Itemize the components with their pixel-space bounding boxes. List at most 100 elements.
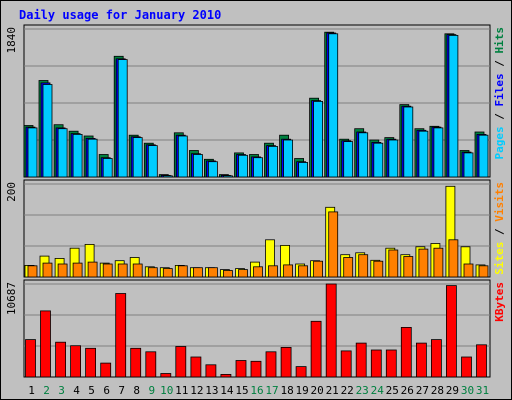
bar-kbytes-day-18: [280, 346, 292, 378]
bar-visits-day-12: [192, 267, 203, 278]
series-pages: [27, 33, 489, 178]
bar-pages-day-27: [418, 130, 429, 178]
x-tick-label: 27: [416, 384, 429, 397]
bar-kbytes-day-30: [461, 356, 472, 378]
x-tick-label: 31: [476, 384, 489, 397]
bar-kbytes-day-31: [476, 344, 487, 378]
x-tick-label: 15: [235, 384, 248, 397]
legend-entry: /: [493, 222, 506, 242]
bar-pages-day-30: [463, 152, 474, 178]
bar-visits-day-11: [177, 265, 188, 278]
x-axis-day-labels: 1 2 3 4 5 6 7 8 9 10 11 12 13 14 15 16 17 18 19 20 21 22 23 24 2…: [28, 384, 489, 397]
series-kbytes: [25, 283, 487, 378]
x-tick-label: 24: [371, 384, 385, 397]
bar-visits-day-3: [57, 263, 68, 278]
bar-pages-day-5: [87, 138, 98, 178]
x-tick-label: 30: [461, 384, 474, 397]
bar-kbytes-day-20: [310, 320, 322, 378]
bar-pages-day-25: [388, 139, 399, 178]
chart-title: Daily usage for January 2010: [19, 8, 221, 22]
bar-pages-day-14: [222, 175, 233, 178]
x-tick-label: 9: [148, 384, 155, 397]
bar-kbytes-day-19: [295, 366, 307, 378]
bar-pages-day-1: [27, 127, 38, 178]
bar-visits-day-15: [238, 269, 248, 278]
bar-visits-day-6: [102, 263, 113, 278]
bar-kbytes-day-23: [355, 342, 367, 378]
x-tick-label: 13: [205, 384, 218, 397]
bar-kbytes-day-12: [190, 356, 202, 378]
chart-panels: 1840 Pages / Files / Hits 200 Sites / Visit…: [5, 24, 506, 378]
bar-visits-day-26: [403, 256, 414, 278]
bar-kbytes-day-26: [400, 326, 412, 378]
bar-kbytes-day-10: [160, 373, 172, 378]
x-tick-label: 17: [265, 384, 278, 397]
bar-kbytes-day-11: [175, 346, 187, 378]
bar-kbytes-day-9: [145, 351, 157, 378]
x-tick-label: 19: [295, 384, 308, 397]
bar-kbytes-day-1: [25, 339, 36, 378]
bar-visits-day-1: [27, 265, 38, 278]
bar-kbytes-day-14: [220, 373, 232, 378]
bar-kbytes-day-29: [445, 285, 457, 378]
bar-pages-day-6: [102, 158, 113, 178]
bar-kbytes-day-17: [265, 351, 277, 378]
x-tick-label: 14: [220, 384, 234, 397]
bar-visits-day-13: [207, 267, 218, 278]
bar-kbytes-day-24: [370, 349, 382, 378]
legend-entry: /: [493, 107, 506, 127]
series-visits: [27, 211, 489, 278]
bar-visits-day-5: [87, 261, 98, 278]
bar-visits-day-24: [373, 260, 384, 278]
bar-kbytes-day-2: [40, 310, 51, 378]
x-tick-label: 22: [341, 384, 354, 397]
panel-pages-files-hits: 1840 Pages / Files / Hits: [5, 24, 506, 178]
bar-kbytes-day-15: [235, 360, 247, 378]
bar-visits-day-30: [463, 263, 474, 278]
bar-kbytes-day-8: [130, 347, 142, 378]
panel-legend-label: Pages / Files / Hits: [493, 27, 506, 160]
legend-entry: Files: [493, 73, 506, 106]
bar-visits-day-28: [433, 247, 444, 278]
bar-pages-day-31: [478, 134, 489, 178]
bar-visits-day-9: [147, 267, 158, 278]
bar-pages-day-12: [192, 154, 203, 178]
bar-pages-day-29: [448, 35, 459, 178]
bar-pages-day-2: [42, 84, 53, 178]
bar-visits-day-27: [418, 248, 429, 278]
bar-pages-day-18: [283, 139, 294, 178]
legend-entry: Sites: [493, 242, 506, 275]
bar-pages-day-4: [72, 133, 83, 178]
bar-pages-day-23: [358, 132, 369, 178]
bar-visits-day-18: [283, 264, 294, 278]
bar-kbytes-day-21: [325, 283, 337, 378]
x-tick-label: 29: [446, 384, 459, 397]
x-tick-label: 4: [73, 384, 80, 397]
legend-entry: /: [493, 54, 506, 74]
legend-entry: Visits: [493, 182, 506, 222]
bar-visits-day-16: [253, 266, 263, 278]
x-tick-label: 8: [133, 384, 140, 397]
bar-kbytes-day-5: [85, 347, 96, 378]
panel-kbytes: 10687 KBytes: [5, 279, 506, 378]
bar-pages-day-22: [343, 141, 354, 178]
bar-visits-day-14: [222, 270, 233, 278]
bar-pages-day-28: [433, 127, 444, 178]
bar-kbytes-day-6: [100, 362, 112, 378]
x-tick-label: 12: [190, 384, 203, 397]
bar-kbytes-day-7: [115, 293, 127, 378]
bar-pages-day-24: [373, 142, 384, 178]
bar-pages-day-17: [268, 145, 278, 178]
bar-visits-day-23: [358, 254, 369, 278]
x-tick-label: 16: [250, 384, 263, 397]
bar-visits-day-29: [448, 239, 459, 278]
bar-visits-day-10: [162, 268, 173, 278]
bar-pages-day-16: [253, 157, 263, 178]
bar-pages-day-13: [207, 161, 218, 178]
y-axis-max-label: 10687: [5, 282, 18, 315]
bar-visits-day-20: [313, 260, 324, 278]
bar-kbytes-day-16: [250, 360, 262, 378]
x-tick-label: 26: [401, 384, 414, 397]
bar-pages-day-7: [117, 59, 128, 178]
